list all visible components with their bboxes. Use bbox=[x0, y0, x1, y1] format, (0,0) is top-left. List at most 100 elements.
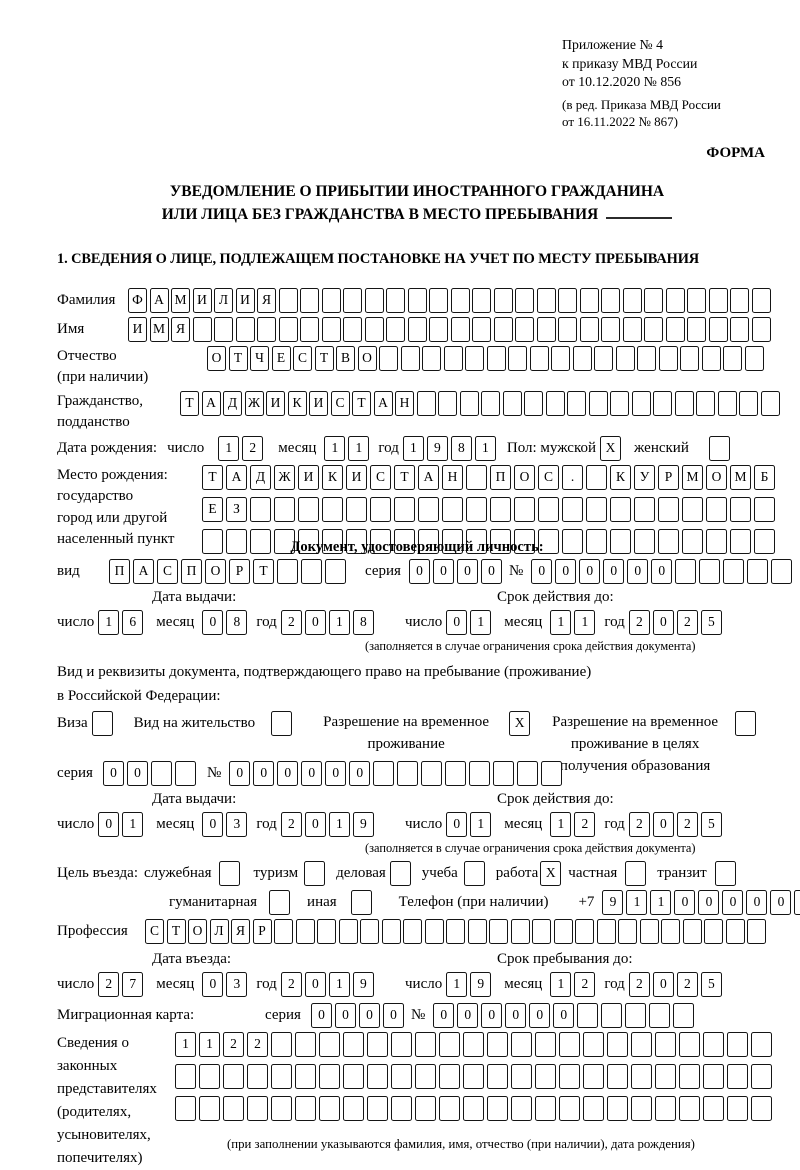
char-cell[interactable] bbox=[610, 496, 631, 522]
char-cell[interactable]: 0 bbox=[794, 889, 800, 915]
char-cell[interactable] bbox=[701, 345, 721, 371]
char-cell[interactable] bbox=[625, 1002, 647, 1028]
char-cell[interactable]: 0 bbox=[202, 971, 224, 997]
char-cell[interactable] bbox=[463, 860, 485, 886]
char-cell[interactable]: Н bbox=[395, 390, 414, 416]
char-cell[interactable] bbox=[529, 345, 549, 371]
char-cell[interactable]: 0 bbox=[555, 558, 577, 584]
char-cell[interactable]: 0 bbox=[202, 811, 224, 837]
char-cell[interactable]: 1 bbox=[470, 609, 492, 635]
char-cell[interactable] bbox=[511, 1031, 532, 1057]
char-cell[interactable] bbox=[223, 1063, 244, 1089]
char-cell[interactable]: 1 bbox=[446, 971, 468, 997]
char-cell[interactable] bbox=[295, 1031, 316, 1057]
char-cell[interactable]: 1 bbox=[98, 609, 120, 635]
char-cell[interactable]: Т bbox=[253, 558, 274, 584]
char-cell[interactable] bbox=[418, 528, 439, 554]
char-cell[interactable] bbox=[661, 918, 680, 944]
char-cell[interactable]: 1 bbox=[402, 435, 424, 461]
char-cell[interactable]: Т bbox=[180, 390, 199, 416]
char-cell[interactable]: Д bbox=[250, 464, 271, 490]
char-cell[interactable]: 3 bbox=[226, 971, 248, 997]
char-cell[interactable] bbox=[511, 1063, 532, 1089]
char-cell[interactable] bbox=[235, 316, 255, 342]
char-cell[interactable] bbox=[708, 316, 728, 342]
char-cell[interactable] bbox=[439, 1063, 460, 1089]
char-cell[interactable] bbox=[446, 918, 465, 944]
char-cell[interactable]: С bbox=[538, 464, 559, 490]
char-cell[interactable] bbox=[424, 918, 444, 944]
char-cell[interactable]: 8 bbox=[352, 609, 374, 635]
char-cell[interactable] bbox=[575, 918, 594, 944]
char-cell[interactable] bbox=[541, 760, 563, 786]
char-cell[interactable]: 5 bbox=[700, 811, 722, 837]
char-cell[interactable] bbox=[450, 287, 470, 313]
char-cell[interactable] bbox=[751, 1063, 772, 1089]
char-cell[interactable]: 0 bbox=[433, 1002, 455, 1028]
char-cell[interactable] bbox=[269, 889, 291, 915]
char-cell[interactable] bbox=[360, 918, 379, 944]
char-cell[interactable] bbox=[463, 1095, 484, 1121]
char-cell[interactable] bbox=[389, 860, 411, 886]
char-cell[interactable] bbox=[343, 316, 362, 342]
char-cell[interactable] bbox=[429, 287, 448, 313]
char-cell[interactable] bbox=[295, 1063, 316, 1089]
char-cell[interactable]: С bbox=[370, 464, 391, 490]
char-cell[interactable]: О bbox=[188, 918, 207, 944]
char-cell[interactable] bbox=[730, 316, 749, 342]
char-cell[interactable]: Т bbox=[394, 464, 415, 490]
char-cell[interactable] bbox=[644, 287, 663, 313]
char-cell[interactable] bbox=[607, 1095, 628, 1121]
char-cell[interactable]: 1 bbox=[574, 609, 596, 635]
char-cell[interactable]: 0 bbox=[126, 760, 148, 786]
char-cell[interactable] bbox=[278, 316, 298, 342]
char-cell[interactable] bbox=[631, 1063, 652, 1089]
char-cell[interactable]: 0 bbox=[446, 811, 468, 837]
char-cell[interactable] bbox=[536, 287, 556, 313]
char-cell[interactable] bbox=[583, 1095, 604, 1121]
char-cell[interactable] bbox=[687, 287, 706, 313]
char-cell[interactable] bbox=[559, 1063, 580, 1089]
char-cell[interactable]: 1 bbox=[328, 811, 350, 837]
char-cell[interactable] bbox=[150, 760, 172, 786]
char-cell[interactable] bbox=[442, 496, 463, 522]
char-cell[interactable] bbox=[219, 860, 241, 886]
char-cell[interactable]: 0 bbox=[531, 558, 553, 584]
char-cell[interactable] bbox=[317, 918, 336, 944]
char-cell[interactable] bbox=[322, 496, 343, 522]
char-cell[interactable] bbox=[725, 918, 745, 944]
char-cell[interactable] bbox=[567, 390, 586, 416]
char-cell[interactable] bbox=[367, 1095, 388, 1121]
char-cell[interactable] bbox=[615, 345, 635, 371]
char-cell[interactable] bbox=[515, 287, 534, 313]
char-cell[interactable] bbox=[319, 1063, 340, 1089]
char-cell[interactable] bbox=[472, 287, 491, 313]
char-cell[interactable]: 0 bbox=[358, 1002, 380, 1028]
char-cell[interactable] bbox=[91, 710, 113, 736]
char-cell[interactable] bbox=[572, 345, 592, 371]
char-cell[interactable]: 0 bbox=[301, 760, 323, 786]
char-cell[interactable] bbox=[394, 528, 415, 554]
char-cell[interactable]: 0 bbox=[334, 1002, 356, 1028]
char-cell[interactable]: А bbox=[373, 390, 393, 416]
char-cell[interactable] bbox=[367, 1031, 388, 1057]
char-cell[interactable] bbox=[771, 558, 793, 584]
char-cell[interactable] bbox=[577, 1002, 599, 1028]
char-cell[interactable] bbox=[322, 528, 343, 554]
char-cell[interactable]: П bbox=[181, 558, 202, 584]
char-cell[interactable]: Т bbox=[314, 345, 334, 371]
char-cell[interactable] bbox=[588, 390, 608, 416]
char-cell[interactable]: 0 bbox=[253, 760, 275, 786]
char-cell[interactable] bbox=[751, 1031, 772, 1057]
char-cell[interactable]: С bbox=[293, 345, 312, 371]
char-cell[interactable] bbox=[415, 1063, 436, 1089]
char-cell[interactable]: 0 bbox=[480, 558, 502, 584]
char-cell[interactable] bbox=[407, 316, 427, 342]
char-cell[interactable]: 0 bbox=[432, 558, 454, 584]
char-cell[interactable] bbox=[493, 316, 513, 342]
